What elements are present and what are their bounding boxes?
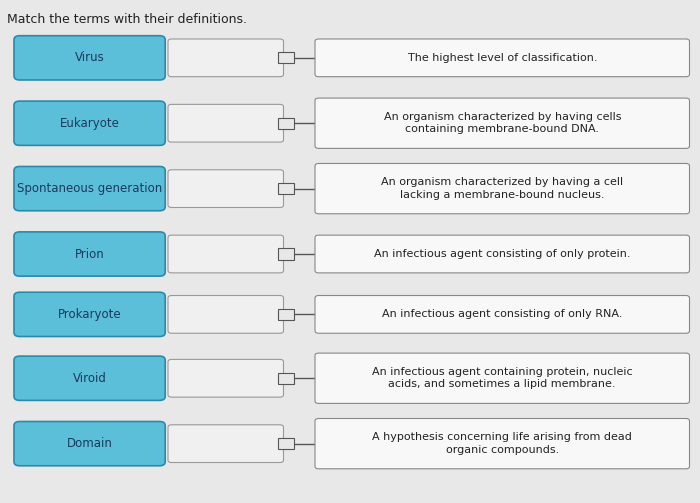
FancyBboxPatch shape xyxy=(14,422,165,466)
FancyBboxPatch shape xyxy=(315,98,690,148)
FancyBboxPatch shape xyxy=(315,163,690,214)
FancyBboxPatch shape xyxy=(315,296,690,333)
Text: A hypothesis concerning life arising from dead
organic compounds.: A hypothesis concerning life arising fro… xyxy=(372,433,632,455)
Text: An infectious agent consisting of only protein.: An infectious agent consisting of only p… xyxy=(374,249,631,259)
FancyBboxPatch shape xyxy=(168,170,284,208)
FancyBboxPatch shape xyxy=(279,373,294,384)
FancyBboxPatch shape xyxy=(279,183,294,194)
Text: An infectious agent containing protein, nucleic
acids, and sometimes a lipid mem: An infectious agent containing protein, … xyxy=(372,367,633,389)
Text: Eukaryote: Eukaryote xyxy=(60,117,120,130)
FancyBboxPatch shape xyxy=(315,235,690,273)
FancyBboxPatch shape xyxy=(168,425,284,463)
FancyBboxPatch shape xyxy=(279,118,294,129)
FancyBboxPatch shape xyxy=(14,356,165,400)
FancyBboxPatch shape xyxy=(14,232,165,276)
Text: Prokaryote: Prokaryote xyxy=(58,308,121,321)
FancyBboxPatch shape xyxy=(315,39,690,77)
FancyBboxPatch shape xyxy=(14,36,165,80)
FancyBboxPatch shape xyxy=(279,309,294,320)
Text: The highest level of classification.: The highest level of classification. xyxy=(407,53,597,63)
Text: Spontaneous generation: Spontaneous generation xyxy=(17,182,162,195)
FancyBboxPatch shape xyxy=(168,235,284,273)
FancyBboxPatch shape xyxy=(14,101,165,145)
FancyBboxPatch shape xyxy=(14,292,165,337)
Text: An organism characterized by having cells
containing membrane-bound DNA.: An organism characterized by having cell… xyxy=(384,112,621,134)
Text: An infectious agent consisting of only RNA.: An infectious agent consisting of only R… xyxy=(382,309,622,319)
FancyBboxPatch shape xyxy=(279,52,294,63)
FancyBboxPatch shape xyxy=(168,296,284,333)
Text: Prion: Prion xyxy=(75,247,104,261)
Text: Viroid: Viroid xyxy=(73,372,106,385)
FancyBboxPatch shape xyxy=(279,248,294,260)
FancyBboxPatch shape xyxy=(168,39,284,77)
Text: An organism characterized by having a cell
lacking a membrane-bound nucleus.: An organism characterized by having a ce… xyxy=(382,178,623,200)
Text: Match the terms with their definitions.: Match the terms with their definitions. xyxy=(7,13,247,26)
FancyBboxPatch shape xyxy=(315,353,690,403)
FancyBboxPatch shape xyxy=(168,105,284,142)
FancyBboxPatch shape xyxy=(168,360,284,397)
Text: Domain: Domain xyxy=(66,437,113,450)
FancyBboxPatch shape xyxy=(279,438,294,449)
Text: Virus: Virus xyxy=(75,51,104,64)
FancyBboxPatch shape xyxy=(14,166,165,211)
FancyBboxPatch shape xyxy=(315,418,690,469)
